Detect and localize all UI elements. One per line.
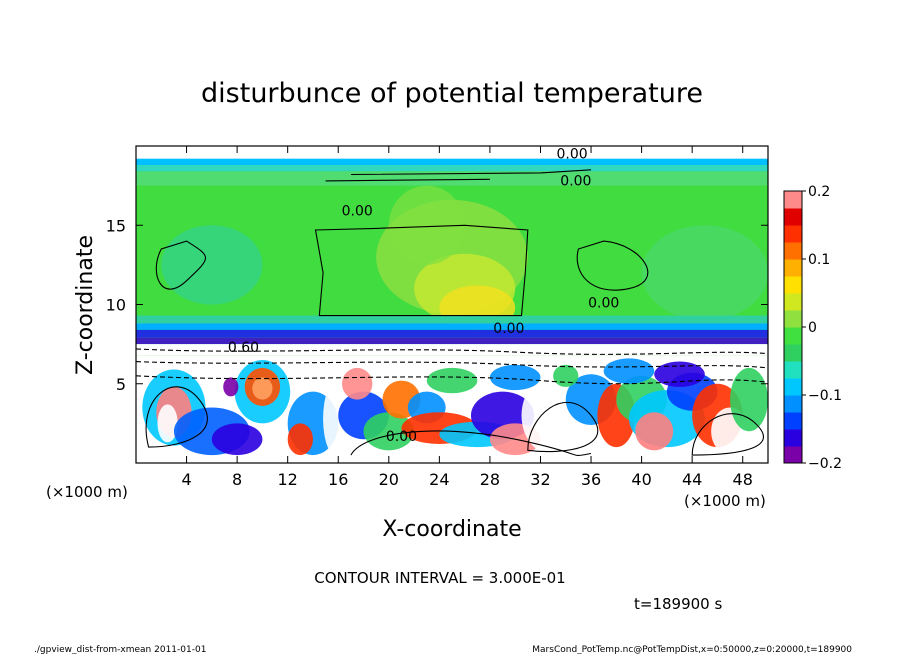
contour-label: 0.60 [228, 340, 259, 356]
footer-left: ./gpview_dist-from-xmean 2011-01-01 [34, 645, 206, 654]
heatmap-layer [136, 146, 768, 463]
contour-line [136, 348, 768, 355]
x-tick-label: 4 [181, 470, 191, 489]
colorbar-swatch [784, 191, 802, 209]
colorbar-swatch [784, 225, 802, 243]
heat-blob [252, 377, 273, 400]
contour-line [136, 375, 768, 385]
heat-band [136, 337, 768, 345]
x-tick-label: 48 [733, 470, 753, 489]
heat-blob [641, 225, 768, 321]
time-label: t=189900 s [634, 595, 722, 613]
heat-blob [730, 367, 768, 432]
heat-blob [161, 225, 263, 305]
colorbar-swatch [784, 276, 802, 294]
contour-line [350, 169, 592, 176]
x-tick-label: 24 [429, 470, 449, 489]
x-tick-label: 44 [682, 470, 702, 489]
heat-blob [223, 377, 239, 397]
contour-label: 0.00 [588, 296, 619, 312]
x-unit-right: (×1000 m) [684, 492, 766, 510]
heat-band [136, 323, 768, 330]
contour-label: 0.00 [556, 147, 587, 163]
heat-band [136, 329, 768, 338]
colorbar-tick-label: 0.2 [808, 184, 830, 200]
heat-band [136, 315, 768, 324]
x-unit-left: (×1000 m) [46, 483, 128, 501]
y-axis-ticks: 5 10 15 [106, 216, 768, 394]
contour-label: 0.00 [342, 204, 373, 220]
chart-title: disturbunce of potential temperature [201, 78, 703, 109]
contour-line [145, 386, 208, 448]
y-tick-label: 15 [106, 216, 126, 235]
contour-line [350, 430, 592, 457]
contour-label: 0.00 [560, 174, 591, 190]
x-tick-label: 32 [530, 470, 550, 489]
x-tick-label: 12 [278, 470, 298, 489]
heat-blob [363, 412, 415, 451]
heat-blob [388, 185, 465, 265]
colorbar: 0.2 0.1 0 −0.1 −0.2 [783, 184, 842, 472]
heat-blob [489, 364, 541, 391]
y-axis-label: Z-coordinate [73, 235, 98, 375]
colorbar-swatch [784, 429, 802, 447]
heat-blob [157, 404, 178, 443]
colorbar-tick-label: −0.2 [808, 456, 842, 472]
colorbar-swatch [784, 208, 802, 226]
heat-blob [287, 423, 313, 456]
heat-band [136, 171, 768, 186]
colorbar-swatch [784, 259, 802, 277]
x-tick-label: 8 [232, 470, 242, 489]
y-tick-label: 10 [106, 296, 126, 315]
colorbar-swatch [784, 378, 802, 396]
colorbar-tick-label: −0.1 [808, 388, 842, 404]
x-tick-label: 36 [581, 470, 601, 489]
colorbar-swatch [784, 344, 802, 362]
heat-blob [211, 423, 263, 456]
colorbar-swatch [784, 412, 802, 430]
plot-area: 0.00 0.00 0.00 0.60 0.00 0.00 0.00 [136, 146, 768, 463]
x-tick-label: 40 [631, 470, 651, 489]
footer-right: MarsCond_PotTemp.nc@PotTempDist,x=0:5000… [532, 645, 852, 654]
contour-interval: CONTOUR INTERVAL = 3.000E-01 [314, 569, 565, 587]
colorbar-tick-label: 0.1 [808, 252, 830, 268]
heat-band [136, 165, 768, 172]
contour-label: 0.00 [493, 321, 524, 337]
x-tick-label: 20 [379, 470, 399, 489]
colorbar-swatch [784, 242, 802, 260]
heat-blob [603, 358, 655, 384]
heat-band [136, 158, 768, 166]
heat-blob [553, 364, 579, 387]
contour-line [314, 224, 529, 317]
y-tick-label: 5 [116, 375, 126, 394]
colorbar-swatch [784, 446, 802, 464]
x-tick-label: 28 [480, 470, 500, 489]
colorbar-tick-label: 0 [808, 320, 817, 336]
colorbar-swatch [784, 310, 802, 328]
colorbar-swatch [784, 327, 802, 345]
colorbar-swatch [784, 293, 802, 311]
contour-line [576, 240, 649, 291]
contour-label: 0.00 [386, 429, 417, 445]
x-tick-label: 16 [328, 470, 348, 489]
colorbar-swatch [784, 361, 802, 379]
contour-line [155, 240, 206, 290]
heat-blob [426, 367, 478, 394]
heat-blob [342, 367, 373, 400]
x-axis-label: X-coordinate [382, 517, 521, 542]
heat-band [136, 146, 768, 161]
contour-line [136, 361, 768, 369]
contour-line [325, 178, 490, 182]
contour-layer: 0.00 0.00 0.00 0.60 0.00 0.00 0.00 [136, 147, 768, 457]
colorbar-swatch [784, 395, 802, 413]
heat-blob [635, 412, 674, 451]
x-axis-ticks: 4 8 12 16 20 24 28 32 36 40 44 48 [181, 146, 753, 489]
contour-line [691, 413, 764, 456]
